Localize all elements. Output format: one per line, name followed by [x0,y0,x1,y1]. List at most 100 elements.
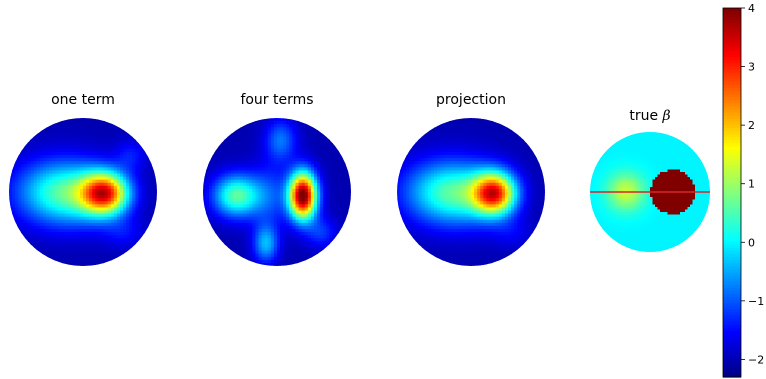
heatmap-cell [236,127,241,131]
heatmap-cell [98,253,103,258]
heatmap-cell [110,222,115,227]
heatmap-cell [298,176,303,181]
heatmap-cell [458,155,463,159]
heatmap-cell [42,213,47,218]
heatmap-cell [458,229,463,233]
heatmap-cell [27,142,32,147]
heatmap-cell [338,161,343,165]
heatmap-cell [335,170,340,175]
heatmap-cell [33,210,38,215]
heatmap-cell [397,182,401,187]
heatmap-cell [89,222,93,227]
heatmap-cell [480,179,484,184]
heatmap-cell [46,241,50,246]
heatmap-cell [21,204,26,209]
heatmap-cell [310,222,315,227]
heatmap-cell [73,216,78,221]
heatmap-cell [480,158,484,162]
heatmap-cell [273,148,278,153]
heatmap-cell [221,176,226,181]
heatmap-cell [264,213,269,218]
heatmap-cell [421,142,426,147]
heatmap-cell [443,124,447,128]
heatmap-cell [141,148,146,153]
heatmap-cell [116,164,121,168]
heatmap-cell [83,201,87,205]
heatmap-cell [464,241,469,246]
heatmap-cell [298,238,303,242]
heatmap-cell [36,151,41,156]
heatmap-cell [21,164,26,168]
heatmap-cell [83,179,87,184]
heatmap-cell [304,176,309,181]
heatmap-cell [135,235,140,239]
heatmap-cell [113,201,118,205]
heatmap-cell [418,247,423,252]
heatmap-cell [307,204,312,209]
heatmap-cell [33,232,38,236]
heatmap-cell [292,142,297,147]
heatmap-cell [415,136,420,141]
heatmap-cell [73,229,78,233]
heatmap-cell [215,182,220,187]
heatmap-cell [273,121,278,125]
heatmap-cell [126,219,130,224]
heatmap-cell [264,170,269,175]
heatmap-cell [437,256,441,261]
heatmap-cell [120,222,124,227]
heatmap-cell [421,167,426,172]
heatmap-cell [335,195,340,199]
heatmap-cell [129,148,133,153]
heatmap-cell [49,148,53,153]
heatmap-cell [310,188,315,193]
heatmap-cell [129,235,133,239]
heatmap-cell [258,133,263,138]
heatmap-cell [449,198,454,202]
heatmap-cell [310,130,315,135]
heatmap-cell [104,250,109,255]
heatmap-cell [261,121,266,125]
heatmap-cell [326,204,331,209]
heatmap-cell [135,244,140,249]
heatmap-cell [76,201,81,205]
heatmap-cell [283,182,287,187]
heatmap-cell [73,204,78,209]
heatmap-cell [206,182,210,187]
heatmap-cell [409,229,414,233]
heatmap-cell [335,185,340,190]
heatmap-cell [92,176,96,181]
heatmap-cell [224,229,229,233]
heatmap-cell [270,210,275,215]
heatmap-cell [33,139,38,144]
heatmap-cell [455,167,460,172]
heatmap-cell [292,207,297,212]
heatmap-cell [104,204,109,209]
heatmap-cell [215,161,220,165]
heatmap-cell [270,179,275,184]
heatmap-cell [461,179,466,184]
heatmap-cell [230,232,235,236]
heatmap-cell [67,176,72,181]
heatmap-cell [415,167,420,172]
heatmap-cell [270,185,275,190]
heatmap-cell [286,204,290,209]
heatmap-cell [123,136,127,141]
heatmap-cell [138,207,143,212]
heatmap-cell [320,219,324,224]
heatmap-cell [427,164,432,168]
heatmap-cell [430,195,435,199]
heatmap-cell [24,198,29,202]
heatmap-cell [126,188,130,193]
heatmap-cell [307,213,312,218]
heatmap-cell [141,170,146,175]
heatmap-cell [261,179,266,184]
heatmap-cell [83,130,87,135]
heatmap-cell [255,151,260,156]
heatmap-cell [203,167,207,172]
heatmap-cell [243,139,247,144]
heatmap-cell [89,229,93,233]
heatmap-cell [64,155,69,159]
heatmap-cell [443,241,447,246]
heatmap-cell [273,192,278,196]
heatmap-cell [73,192,78,196]
